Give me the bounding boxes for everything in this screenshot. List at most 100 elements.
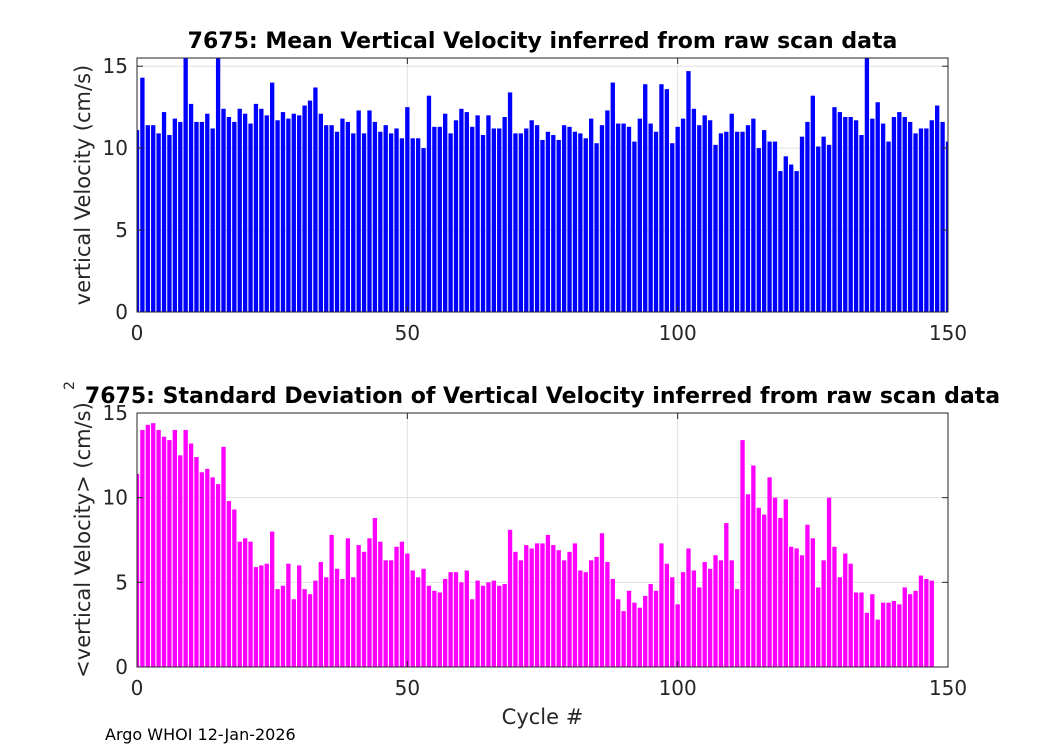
- bar: [480, 585, 486, 667]
- bar: [497, 585, 502, 667]
- bar-series: [137, 58, 948, 313]
- bar: [594, 143, 599, 312]
- bar: [275, 120, 280, 312]
- bar: [270, 531, 275, 667]
- bar: [426, 585, 432, 667]
- bar: [691, 108, 697, 312]
- bar: [880, 602, 886, 667]
- bar: [140, 429, 145, 667]
- bar: [340, 578, 345, 667]
- bar: [410, 570, 415, 667]
- bar: [902, 116, 907, 312]
- bar: [653, 590, 659, 667]
- bar: [810, 538, 815, 667]
- bar: [886, 141, 891, 312]
- x-tick-label: 50: [395, 676, 420, 700]
- bar: [740, 131, 745, 312]
- bar: [280, 585, 286, 667]
- bar: [264, 115, 269, 313]
- bar: [475, 115, 480, 313]
- bar: [205, 113, 210, 312]
- bar: [843, 553, 848, 667]
- bar: [232, 121, 237, 313]
- bar: [913, 133, 918, 312]
- bar: [891, 600, 897, 667]
- bar: [448, 133, 453, 312]
- bar: [588, 560, 594, 667]
- bar: [313, 580, 318, 667]
- bar: [805, 121, 810, 313]
- bar: [826, 497, 832, 667]
- bar: [756, 507, 761, 667]
- bar: [313, 87, 318, 313]
- bar: [745, 125, 751, 312]
- bar: [843, 116, 848, 312]
- bar: [524, 545, 529, 667]
- bar: [161, 112, 167, 312]
- bar: [167, 135, 172, 312]
- bar: [691, 570, 697, 667]
- bar: [356, 110, 361, 312]
- bar: [875, 102, 880, 312]
- bar: [437, 126, 442, 312]
- bar: [816, 587, 821, 667]
- bar: [524, 128, 529, 312]
- bar: [199, 472, 205, 667]
- bar: [345, 538, 351, 667]
- bar: [253, 567, 259, 667]
- bar: [237, 108, 242, 312]
- bar: [378, 131, 383, 312]
- bar: [821, 136, 826, 312]
- bar: [210, 128, 215, 312]
- bar: [464, 570, 469, 667]
- bar: [826, 144, 832, 312]
- bar: [697, 587, 702, 667]
- bar: [702, 562, 707, 667]
- bar: [453, 572, 459, 667]
- bar-series: [137, 423, 934, 667]
- x-tick-label: 150: [929, 676, 967, 700]
- bar: [345, 121, 351, 313]
- bar: [437, 592, 442, 667]
- bar: [626, 126, 632, 312]
- bar: [567, 126, 572, 312]
- x-axis-label: Cycle #: [502, 705, 584, 729]
- bar: [307, 100, 313, 313]
- bar: [324, 577, 329, 667]
- bar: [156, 429, 161, 667]
- bar: [664, 89, 670, 312]
- bar: [864, 612, 870, 667]
- bar: [913, 590, 918, 667]
- bar: [648, 584, 653, 667]
- bar: [713, 555, 718, 667]
- bar: [291, 113, 296, 312]
- bar: [491, 580, 497, 667]
- bar: [599, 125, 605, 312]
- bar: [583, 138, 588, 312]
- bar: [356, 545, 361, 667]
- bar: [832, 546, 837, 667]
- y-axis-label: vertical Velocity (cm/s): [71, 65, 95, 305]
- bar: [188, 443, 194, 667]
- footer-credit: Argo WHOI 12-Jan-2026: [105, 725, 296, 744]
- bar: [361, 133, 367, 312]
- bar: [237, 541, 242, 667]
- bar: [675, 126, 680, 312]
- bar: [799, 555, 805, 667]
- bar: [686, 71, 691, 312]
- bar: [718, 133, 724, 312]
- bar: [680, 572, 686, 667]
- bar: [248, 123, 253, 312]
- bar: [572, 543, 578, 667]
- bar: [145, 125, 150, 312]
- bar: [616, 599, 621, 667]
- axes-box: [136, 57, 949, 313]
- x-tick-label: 100: [659, 676, 697, 700]
- bar: [605, 110, 610, 312]
- bar: [918, 575, 924, 667]
- y-tick-label: 10: [103, 136, 128, 160]
- bar: [583, 572, 588, 667]
- bar: [388, 133, 394, 312]
- bar: [897, 112, 902, 312]
- bar: [259, 565, 264, 667]
